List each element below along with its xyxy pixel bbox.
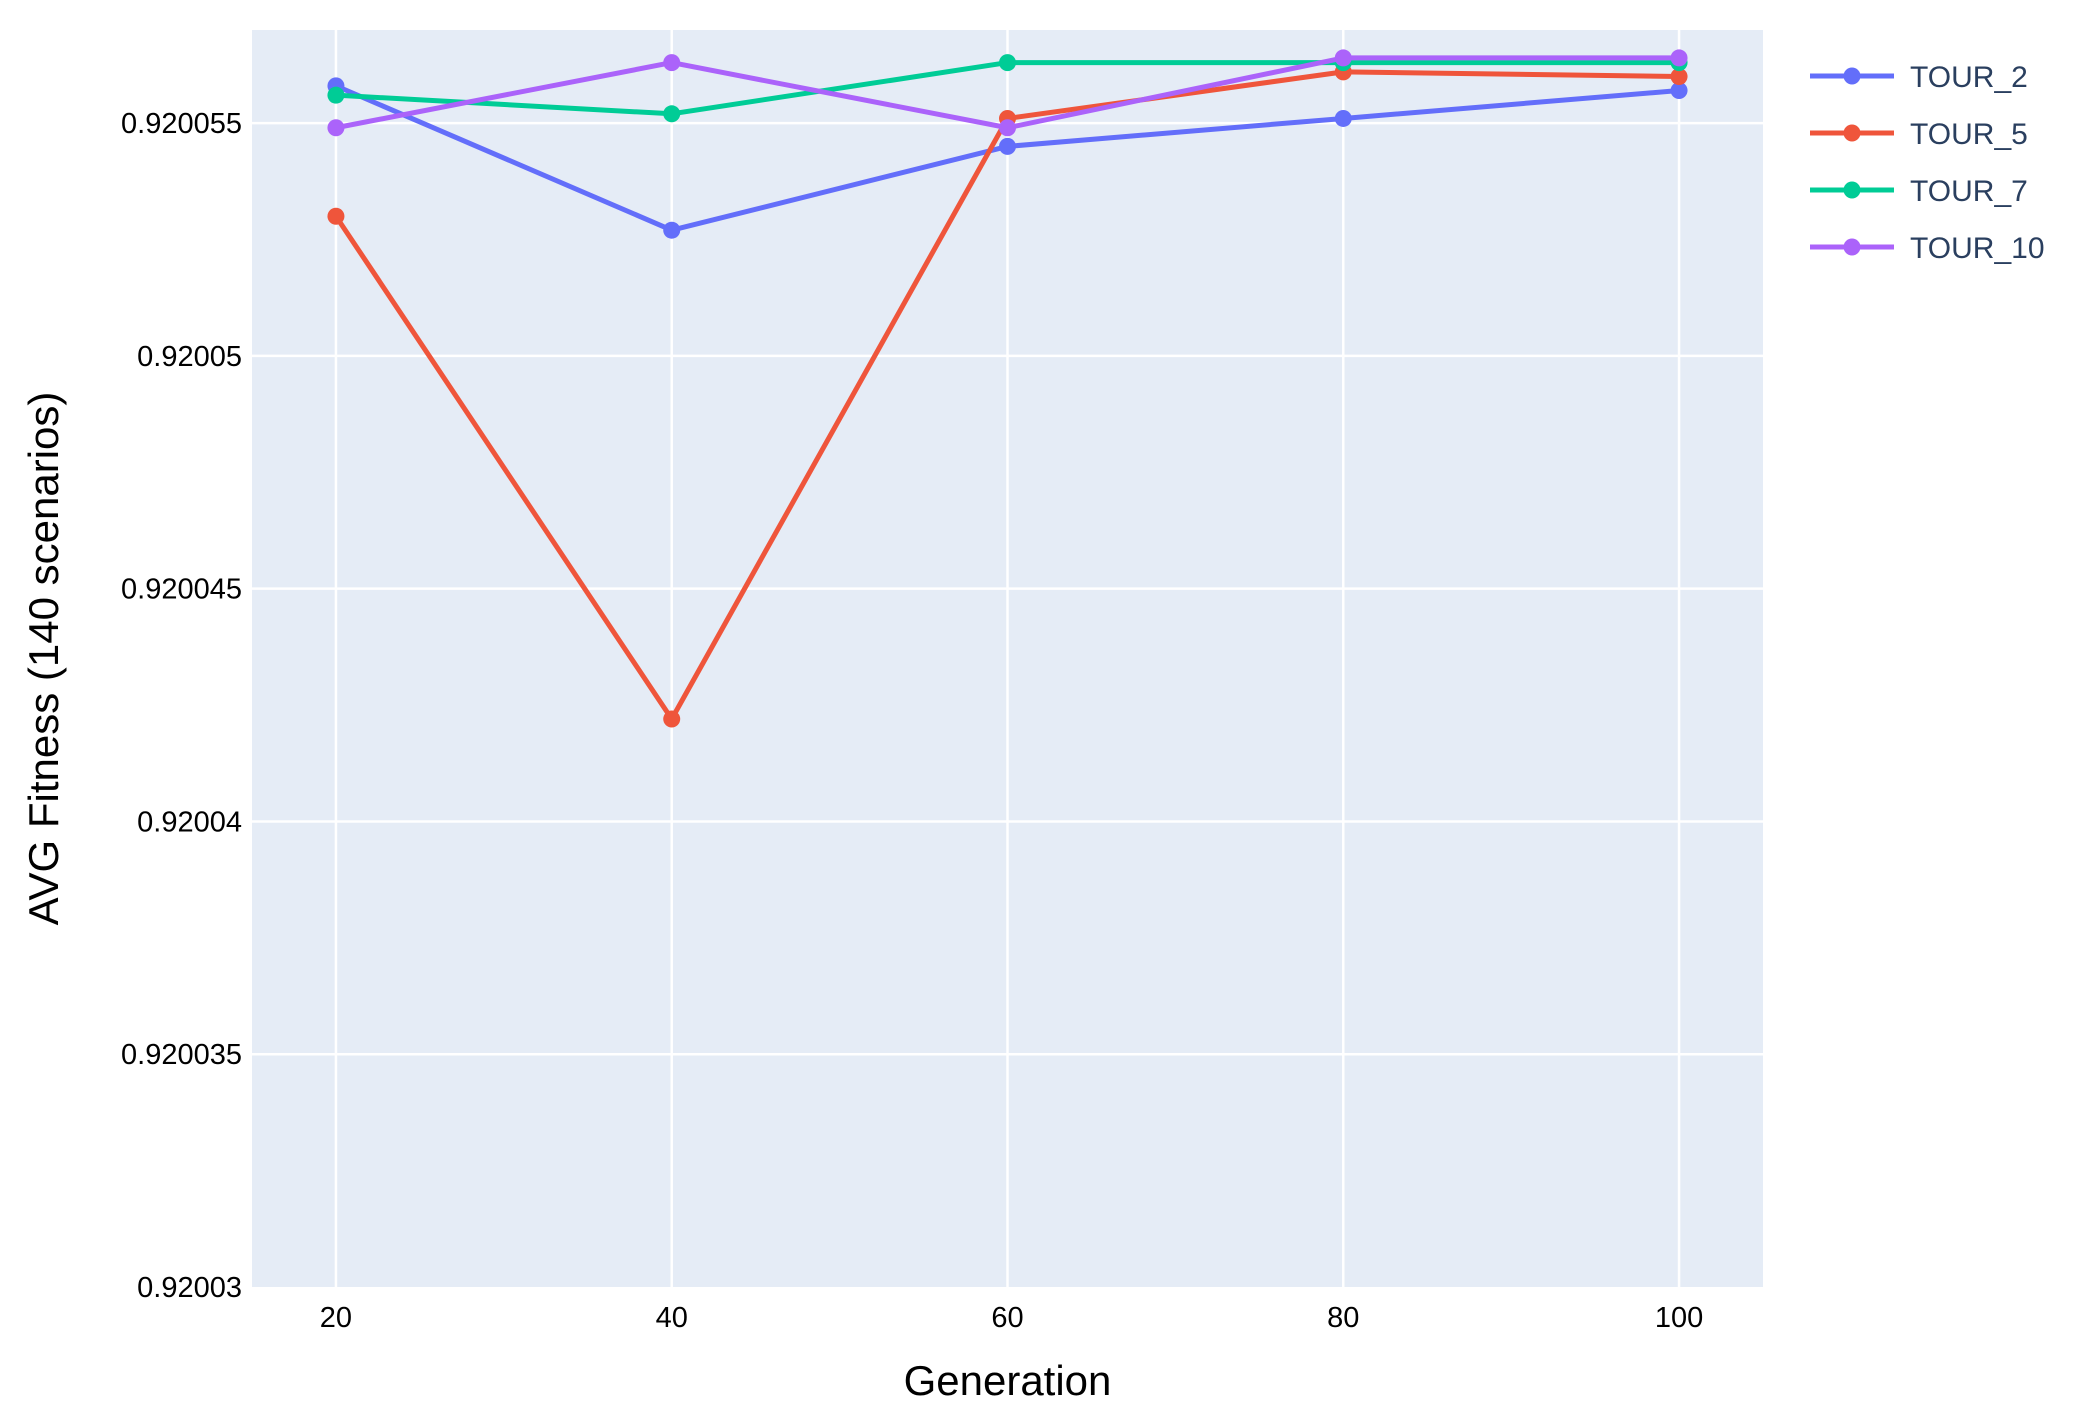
data-point[interactable] xyxy=(999,119,1016,137)
legend-label: TOUR_2 xyxy=(1910,61,2028,94)
y-tick-label: 0.92003 xyxy=(137,1272,242,1304)
legend-marker xyxy=(1843,181,1861,199)
x-axis-title: Generation xyxy=(904,1357,1112,1402)
legend-item[interactable]: TOUR_2 xyxy=(1810,61,2028,94)
legend-marker xyxy=(1843,238,1861,256)
legend-label: TOUR_5 xyxy=(1910,118,2028,151)
series-tour-2[interactable] xyxy=(327,77,1688,239)
y-tick-label: 0.920035 xyxy=(121,1039,242,1071)
legend[interactable]: TOUR_2 TOUR_5 TOUR_7 TOUR_10 xyxy=(1810,61,2045,265)
data-point[interactable] xyxy=(999,137,1016,155)
y-axis-title: AVG Fitness (140 scenarios) xyxy=(20,392,67,926)
legend-marker xyxy=(1843,67,1861,85)
data-point[interactable] xyxy=(1334,49,1352,67)
data-point[interactable] xyxy=(327,86,345,104)
x-axis-ticks: 20 40 60 80 100 xyxy=(320,1302,1703,1334)
data-point[interactable] xyxy=(1670,68,1688,86)
data-point[interactable] xyxy=(663,105,681,123)
data-point[interactable] xyxy=(663,54,681,72)
y-axis-ticks: 0.92003 0.920035 0.92004 0.920045 0.92005 0.9… xyxy=(121,108,242,1304)
data-point[interactable] xyxy=(1334,109,1352,127)
x-tick-label: 100 xyxy=(1655,1302,1703,1334)
y-tick-label: 0.92005 xyxy=(137,341,242,373)
legend-item[interactable]: TOUR_5 xyxy=(1810,118,2028,151)
data-point[interactable] xyxy=(663,710,681,728)
legend-item[interactable]: TOUR_7 xyxy=(1810,175,2028,208)
data-point[interactable] xyxy=(663,221,681,239)
data-point[interactable] xyxy=(1670,49,1688,67)
legend-item[interactable]: TOUR_10 xyxy=(1810,232,2045,265)
legend-marker xyxy=(1843,124,1861,142)
legend-label: TOUR_7 xyxy=(1910,175,2028,208)
x-tick-label: 60 xyxy=(991,1302,1023,1334)
data-point[interactable] xyxy=(327,119,345,137)
x-tick-label: 80 xyxy=(1327,1302,1359,1334)
legend-label: TOUR_10 xyxy=(1910,232,2045,265)
data-point[interactable] xyxy=(1670,82,1688,100)
data-point[interactable] xyxy=(999,54,1016,72)
x-tick-label: 40 xyxy=(656,1302,688,1334)
y-tick-label: 0.920045 xyxy=(121,574,242,606)
series-lines xyxy=(327,49,1688,728)
x-tick-label: 20 xyxy=(320,1302,352,1334)
y-tick-label: 0.92004 xyxy=(137,806,242,838)
data-point[interactable] xyxy=(327,207,345,225)
series-tour-10[interactable] xyxy=(327,49,1688,137)
y-tick-label: 0.920055 xyxy=(121,108,242,140)
